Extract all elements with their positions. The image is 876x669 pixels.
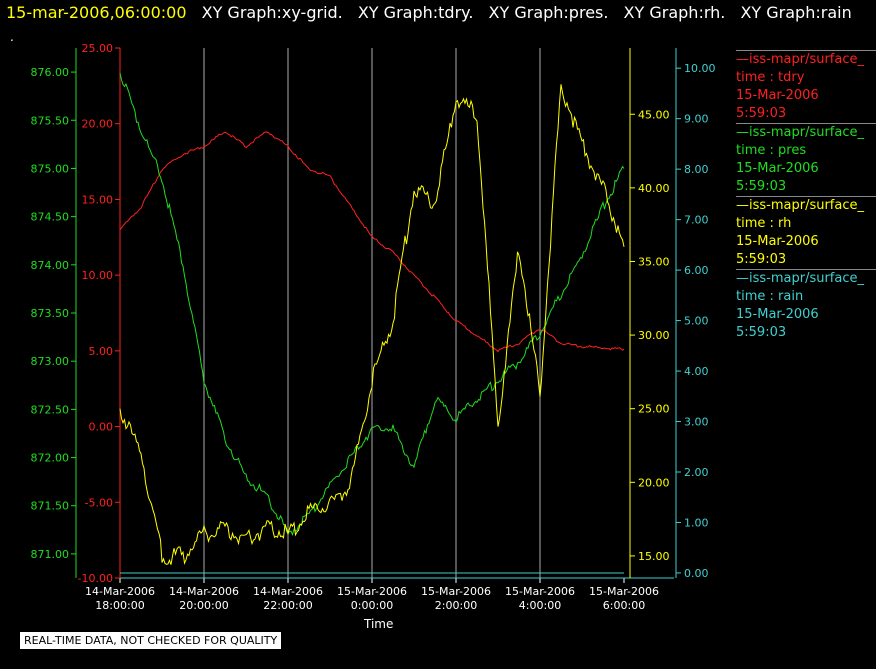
rain-tick-label: 10.00 [684, 62, 716, 75]
x-tick-label-time: 20:00:00 [179, 599, 228, 612]
tdry-tick-label: -5.00 [85, 496, 113, 509]
legend-series-time: 5:59:03 [736, 179, 787, 194]
tdry-tick-label: 15.00 [82, 193, 114, 206]
series-line-pres [119, 72, 625, 537]
x-tick-label-time: 18:00:00 [95, 599, 144, 612]
legend-series-field: time : pres [736, 143, 807, 158]
legend-series-name: —iss-mapr/surface_ [736, 52, 865, 67]
tdry-tick-label: 10.00 [82, 269, 114, 282]
pres-tick-label: 874.50 [31, 211, 70, 224]
x-tick-label-date: 15-Mar-2006 [337, 585, 407, 598]
legend-entry-tdry: —iss-mapr/surface_ time : tdry 15-Mar-20… [736, 50, 876, 123]
legend: —iss-mapr/surface_ time : tdry 15-Mar-20… [736, 50, 876, 342]
series-line-tdry [119, 131, 625, 353]
tdry-tick-label: 0.00 [89, 421, 114, 434]
tdry-tick-label: 20.00 [82, 118, 114, 131]
graph-label-rain: XY Graph:rain [740, 3, 852, 22]
x-tick-label-time: 22:00:00 [263, 599, 312, 612]
rh-tick-label: 35.00 [638, 255, 670, 268]
rain-tick-label: 9.00 [684, 113, 709, 126]
legend-entry-pres: —iss-mapr/surface_ time : pres 15-Mar-20… [736, 123, 876, 196]
legend-series-name: —iss-mapr/surface_ [736, 198, 865, 213]
graph-label-rh: XY Graph:rh. [623, 3, 726, 22]
quality-disclaimer: REAL-TIME DATA, NOT CHECKED FOR QUALITY [20, 632, 282, 649]
x-tick-label-date: 15-Mar-2006 [505, 585, 575, 598]
pres-tick-label: 875.50 [31, 114, 70, 127]
rain-tick-label: 2.00 [684, 466, 709, 479]
x-tick-label-date: 14-Mar-2006 [85, 585, 155, 598]
x-tick-label-time: 0:00:00 [351, 599, 393, 612]
rain-tick-label: 5.00 [684, 315, 709, 328]
pres-tick-label: 871.50 [31, 500, 70, 513]
legend-series-date: 15-Mar-2006 [736, 234, 819, 249]
title-bar: 15-mar-2006,06:00:00 XY Graph:xy-grid. X… [6, 2, 852, 24]
rain-tick-label: 4.00 [684, 365, 709, 378]
x-tick-label-date: 15-Mar-2006 [421, 585, 491, 598]
rain-tick-label: 0.00 [684, 567, 709, 580]
tdry-tick-label: 25.00 [82, 42, 114, 55]
legend-series-field: time : rain [736, 289, 804, 304]
pres-tick-label: 876.00 [31, 66, 70, 79]
legend-series-name: —iss-mapr/surface_ [736, 271, 865, 286]
x-axis-label: Time [364, 617, 394, 631]
legend-entry-rain: —iss-mapr/surface_ time : rain 15-Mar-20… [736, 269, 876, 342]
rh-tick-label: 30.00 [638, 329, 670, 342]
tdry-tick-label: -10.00 [78, 572, 113, 585]
rain-tick-label: 1.00 [684, 516, 709, 529]
legend-series-time: 5:59:03 [736, 325, 787, 340]
legend-series-field: time : rh [736, 216, 792, 231]
x-tick-label-time: 6:00:00 [603, 599, 645, 612]
pres-tick-label: 873.50 [31, 307, 70, 320]
pres-tick-label: 875.00 [31, 162, 70, 175]
graph-label-pres: XY Graph:pres. [488, 3, 609, 22]
legend-entry-rh: —iss-mapr/surface_ time : rh 15-Mar-2006… [736, 196, 876, 269]
x-tick-label-date: 14-Mar-2006 [169, 585, 239, 598]
x-tick-label-time: 4:00:00 [519, 599, 561, 612]
pres-tick-label: 872.50 [31, 403, 70, 416]
tdry-tick-label: 5.00 [89, 345, 114, 358]
rain-tick-label: 6.00 [684, 264, 709, 277]
rain-tick-label: 3.00 [684, 416, 709, 429]
legend-series-date: 15-Mar-2006 [736, 88, 819, 103]
pres-tick-label: 873.00 [31, 355, 70, 368]
legend-series-name: —iss-mapr/surface_ [736, 125, 865, 140]
rh-tick-label: 45.00 [638, 108, 670, 121]
pres-tick-label: 874.00 [31, 259, 70, 272]
timestamp: 15-mar-2006,06:00:00 [6, 3, 187, 22]
legend-series-time: 5:59:03 [736, 106, 787, 121]
rh-tick-label: 15.00 [638, 550, 670, 563]
rain-tick-label: 8.00 [684, 163, 709, 176]
status-dot: . [10, 30, 14, 44]
graph-label-xy-grid: XY Graph:xy-grid. [201, 3, 343, 22]
rh-tick-label: 20.00 [638, 476, 670, 489]
pres-tick-label: 872.00 [31, 452, 70, 465]
legend-series-date: 15-Mar-2006 [736, 307, 819, 322]
series-line-rh [119, 84, 625, 566]
rh-tick-label: 40.00 [638, 182, 670, 195]
pres-tick-label: 871.00 [31, 548, 70, 561]
x-tick-label-time: 2:00:00 [435, 599, 477, 612]
graph-label-tdry: XY Graph:tdry. [357, 3, 474, 22]
legend-series-field: time : tdry [736, 70, 805, 85]
x-tick-label-date: 14-Mar-2006 [253, 585, 323, 598]
rh-tick-label: 25.00 [638, 403, 670, 416]
rain-tick-label: 7.00 [684, 214, 709, 227]
legend-series-date: 15-Mar-2006 [736, 161, 819, 176]
x-tick-label-date: 15-Mar-2006 [589, 585, 659, 598]
legend-series-time: 5:59:03 [736, 252, 787, 267]
